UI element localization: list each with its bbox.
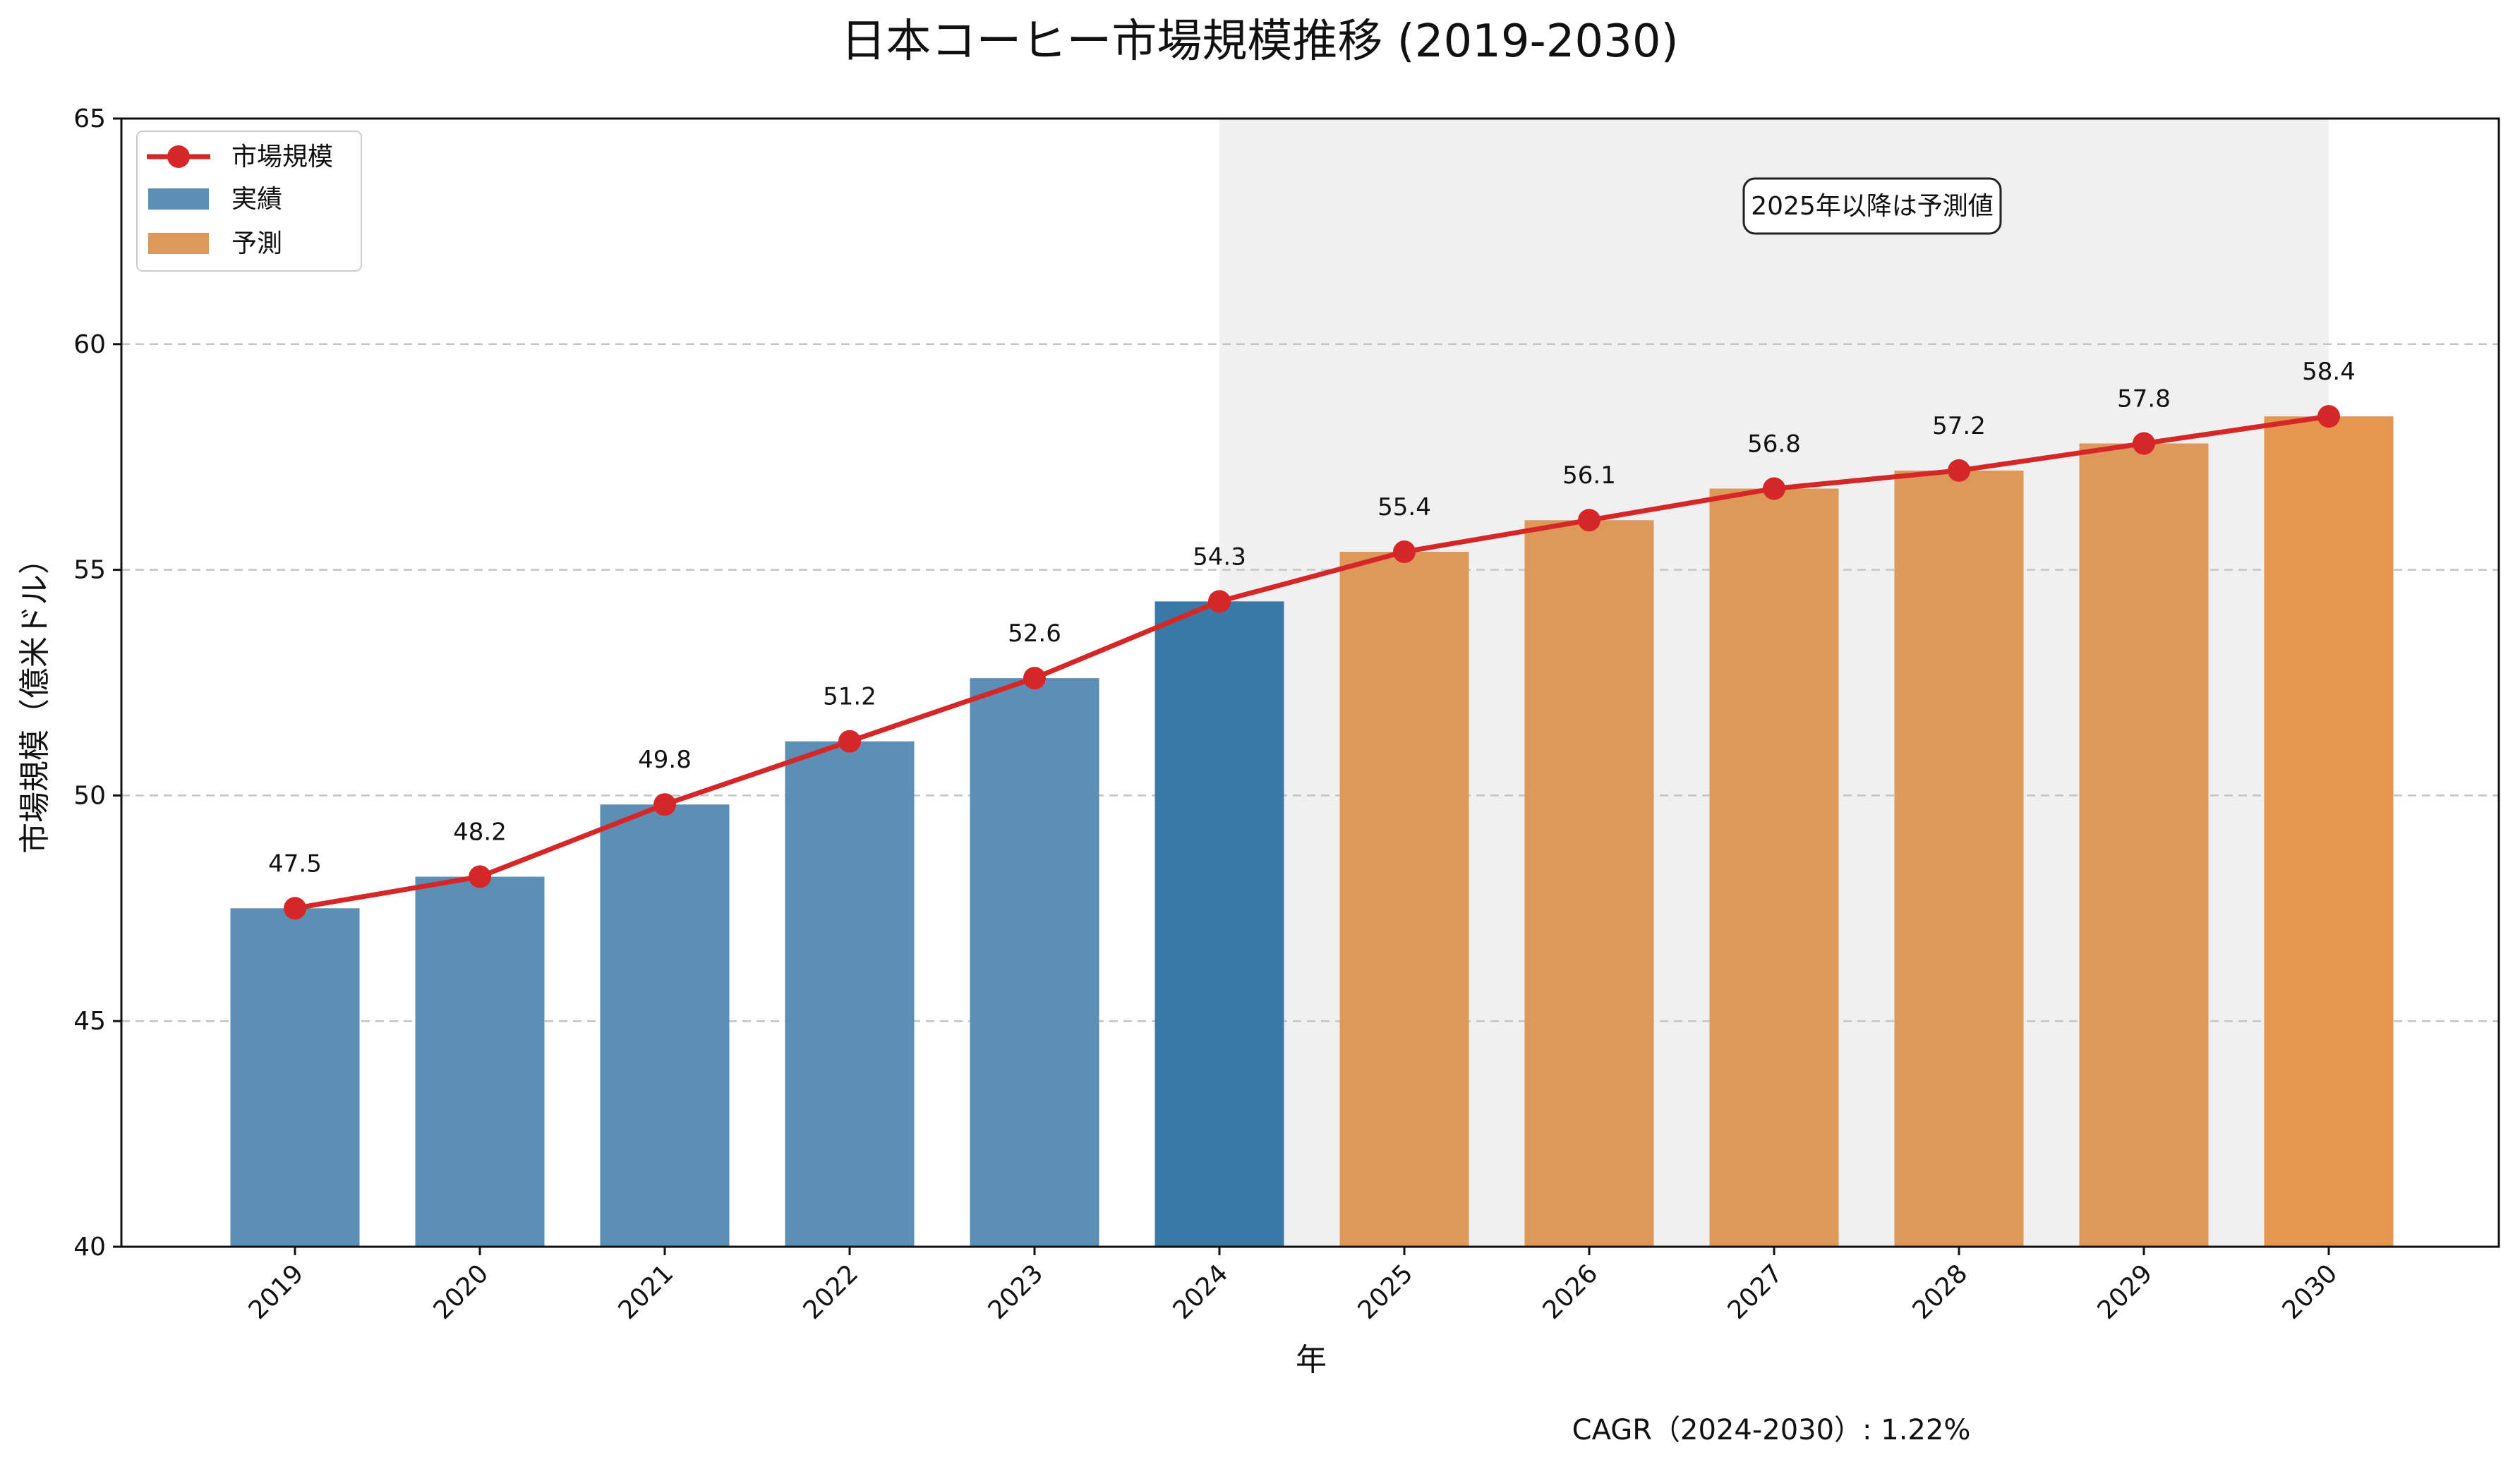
y-axis-ticks: 40 45 50 55 60 65	[73, 104, 121, 1262]
x-tick-label-2029: 2029	[2092, 1259, 2159, 1325]
value-label-2020: 48.2	[453, 818, 507, 847]
point-2030	[2317, 405, 2340, 428]
y-tick-label: 50	[73, 781, 106, 810]
legend-forecast-swatch	[148, 233, 209, 254]
x-tick-label-2028: 2028	[1907, 1259, 1974, 1325]
x-tick-label-2024: 2024	[1168, 1259, 1234, 1325]
bar-2020	[415, 876, 545, 1247]
y-tick-label: 45	[73, 1007, 106, 1036]
x-tick-label-2021: 2021	[613, 1259, 680, 1325]
legend-label-market-size: 市場規模	[231, 143, 333, 171]
chart-title: 日本コーヒー市場規模推移 (2019-2030)	[840, 16, 1678, 68]
bar-2025	[1339, 552, 1469, 1247]
cagr-footer: CAGR（2024-2030）: 1.22%	[1572, 1414, 1971, 1446]
x-tick-label-2020: 2020	[428, 1259, 495, 1325]
legend-label-forecast: 予測	[231, 229, 282, 258]
x-tick-label-2026: 2026	[1538, 1259, 1604, 1325]
bar-2022	[785, 741, 915, 1247]
point-2028	[1948, 459, 1970, 482]
value-label-2019: 47.5	[268, 850, 322, 878]
x-tick-label-2023: 2023	[983, 1259, 1049, 1325]
point-2023	[1023, 667, 1046, 690]
y-tick-label: 60	[73, 330, 106, 359]
bar-2019	[230, 908, 360, 1247]
x-tick-label-2027: 2027	[1723, 1259, 1789, 1325]
x-tick-label-2022: 2022	[798, 1259, 864, 1325]
y-tick-label: 55	[73, 556, 106, 585]
value-label-2023: 52.6	[1008, 619, 1061, 648]
annotation-text: 2025年以降は予測値	[1751, 192, 1994, 221]
bar-2023	[970, 678, 1099, 1247]
x-tick-label-2025: 2025	[1353, 1259, 1419, 1325]
point-2024	[1208, 590, 1231, 613]
legend: 市場規模 実績 予測	[136, 131, 362, 272]
value-labels-group: 47.5 48.2 49.8 51.2 52.6 54.3 55.4 56.1 56.8 57.2…	[268, 358, 2356, 878]
bar-2021	[600, 804, 730, 1247]
value-label-2030: 58.4	[2302, 358, 2356, 386]
bars-group	[230, 416, 2394, 1247]
point-2022	[838, 730, 861, 753]
value-label-2028: 57.2	[1932, 412, 1986, 440]
bar-2027	[1709, 488, 1839, 1247]
market-size-line	[294, 413, 2329, 911]
forecast-annotation: 2025年以降は予測値	[1742, 177, 2002, 235]
legend-actual-swatch	[148, 188, 209, 210]
point-2019	[284, 897, 306, 920]
value-label-2027: 56.8	[1747, 430, 1801, 458]
x-tick-label-2030: 2030	[2277, 1259, 2344, 1325]
legend-label-actual: 実績	[231, 185, 282, 214]
value-label-2021: 49.8	[638, 746, 692, 774]
bar-2026	[1524, 520, 1654, 1247]
value-label-2026: 56.1	[1562, 461, 1616, 490]
x-axis-ticks: 2019 2020 2021 2022 2023 2024 2025 2026 2027 2028…	[243, 1247, 2344, 1325]
annotation-box	[1742, 177, 2002, 235]
plot-frame	[120, 117, 2500, 1248]
point-2026	[1578, 509, 1600, 532]
y-tick-label: 40	[73, 1233, 106, 1262]
market-size-line-group	[284, 405, 2340, 920]
value-label-2025: 55.4	[1377, 493, 1431, 521]
point-2027	[1763, 477, 1785, 500]
value-label-2022: 51.2	[823, 683, 876, 711]
point-2029	[2133, 432, 2155, 455]
x-tick-label-2019: 2019	[243, 1259, 310, 1325]
y-axis-label: 市場規模（億米ドル）	[17, 543, 53, 854]
bar-2028	[1894, 470, 2024, 1247]
bar-2030	[2264, 416, 2394, 1247]
bar-2024	[1155, 601, 1284, 1247]
point-2021	[653, 793, 676, 816]
x-axis-label: 年	[1296, 1342, 1327, 1378]
legend-line-marker	[167, 145, 190, 168]
point-2025	[1393, 540, 1416, 564]
value-label-2024: 54.3	[1193, 543, 1246, 571]
y-tick-label: 65	[73, 104, 106, 133]
value-label-2029: 57.8	[2117, 385, 2171, 413]
bar-2029	[2079, 443, 2209, 1247]
point-2020	[469, 865, 491, 888]
